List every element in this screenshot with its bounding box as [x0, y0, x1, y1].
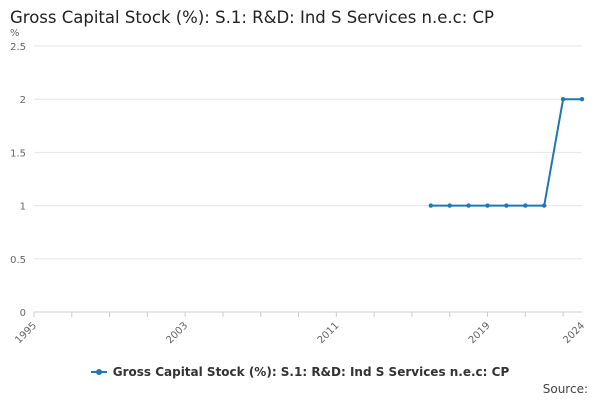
y-tick-label: 2 — [20, 95, 26, 106]
legend-line-marker-icon — [90, 367, 107, 377]
y-tick-label: 1 — [20, 202, 26, 213]
data-point — [428, 203, 434, 208]
chart-title: Gross Capital Stock (%): S.1: R&D: Ind S… — [10, 8, 494, 27]
data-point — [466, 203, 471, 208]
x-tick-label: 2011 — [316, 320, 342, 346]
data-point — [485, 203, 490, 208]
x-axis — [33, 311, 582, 317]
legend-item-label: Gross Capital Stock (%): S.1: R&D: Ind S… — [112, 365, 510, 379]
data-point — [504, 203, 509, 208]
x-tick-label: 2003 — [165, 320, 191, 346]
y-axis-ticks: 0 0.5 1 1.5 2 2.5 — [10, 42, 26, 319]
data-point — [542, 203, 547, 208]
y-tick-label: 1.5 — [10, 148, 26, 159]
y-tick-label: 0 — [20, 308, 26, 319]
x-tick-label: 2024 — [561, 320, 587, 346]
data-point — [523, 203, 528, 208]
x-tick-label: 2019 — [467, 320, 493, 346]
x-tick-label: 1995 — [13, 320, 39, 346]
source-label[interactable]: Source: — [542, 382, 588, 396]
legend-item[interactable]: Gross Capital Stock (%): S.1: R&D: Ind S… — [90, 365, 510, 379]
grid-lines — [34, 45, 582, 260]
y-tick-label: 0.5 — [10, 255, 26, 266]
legend: Gross Capital Stock (%): S.1: R&D: Ind S… — [0, 365, 600, 380]
data-point — [579, 97, 585, 102]
y-axis-unit-label: % — [10, 28, 20, 39]
series-group — [428, 97, 585, 208]
data-point — [560, 97, 566, 102]
y-tick-label: 2.5 — [10, 42, 26, 53]
data-point — [447, 203, 452, 208]
x-axis-ticks: 1995 2003 2011 2019 2024 — [13, 320, 587, 346]
